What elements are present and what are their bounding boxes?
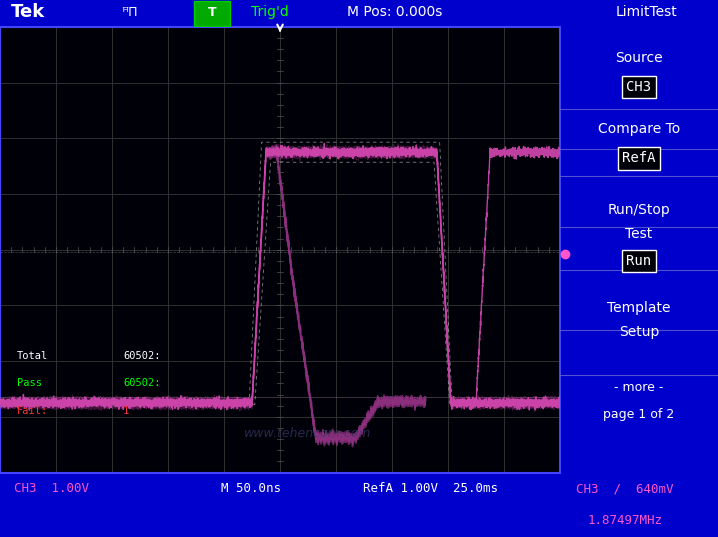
Text: Trig'd: Trig'd (251, 5, 289, 19)
Text: CH3: CH3 (627, 80, 651, 94)
Text: CH3  1.00V: CH3 1.00V (14, 482, 89, 495)
Text: Compare To: Compare To (598, 122, 680, 136)
Text: Fail:: Fail: (17, 407, 48, 416)
Text: Pass: Pass (17, 379, 42, 388)
FancyBboxPatch shape (193, 1, 230, 26)
Text: RefA 1.00V  25.0ms: RefA 1.00V 25.0ms (363, 482, 498, 495)
Text: RefA: RefA (623, 151, 656, 165)
Text: www.tehencom.com: www.tehencom.com (244, 427, 372, 440)
Text: M 50.0ns: M 50.0ns (221, 482, 281, 495)
Text: Run/Stop: Run/Stop (607, 202, 671, 216)
Text: Source: Source (615, 51, 663, 65)
Text: M Pos: 0.000s: M Pos: 0.000s (348, 5, 442, 19)
Text: page 1 of 2: page 1 of 2 (603, 408, 675, 421)
Text: 1: 1 (123, 407, 129, 416)
Text: CH3  /  640mV: CH3 / 640mV (576, 482, 673, 495)
Text: T: T (208, 5, 216, 19)
Text: ꟸΠ: ꟸΠ (121, 5, 137, 19)
Text: 60502:: 60502: (123, 379, 161, 388)
Text: Run: Run (627, 254, 651, 268)
Text: - more -: - more - (615, 381, 663, 394)
Text: Setup: Setup (619, 325, 659, 339)
Text: 1.87497MHz: 1.87497MHz (587, 514, 662, 527)
Text: Total: Total (17, 351, 48, 360)
Text: Tek: Tek (11, 3, 45, 21)
Text: Template: Template (607, 301, 671, 315)
Text: LimitTest: LimitTest (615, 5, 677, 19)
Text: Test: Test (625, 227, 653, 241)
Text: 60502:: 60502: (123, 351, 161, 360)
